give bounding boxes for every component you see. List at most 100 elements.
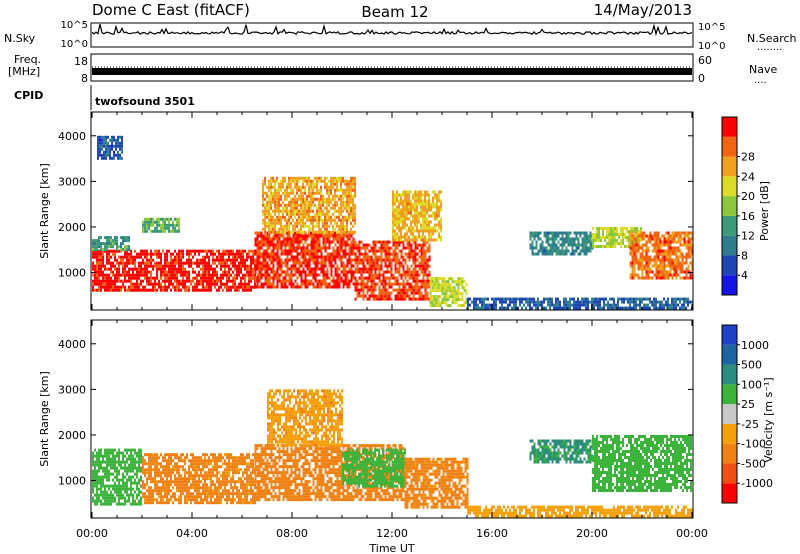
- heatmap-cell: [631, 246, 634, 250]
- heatmap-cell: [626, 227, 628, 230]
- heatmap-cell: [290, 221, 292, 225]
- heatmap-cell: [96, 261, 98, 265]
- heatmap-cell: [266, 194, 268, 198]
- heatmap-cell: [216, 276, 218, 280]
- heatmap-cell: [362, 276, 365, 280]
- heatmap-cell: [144, 226, 146, 230]
- heatmap-cell: [268, 246, 271, 250]
- heatmap-cell: [190, 279, 192, 283]
- heatmap-cell: [362, 294, 365, 298]
- heatmap-cell: [102, 490, 104, 494]
- heatmap-cell: [410, 208, 412, 212]
- heatmap-cell: [302, 191, 304, 195]
- heatmap-cell: [637, 297, 639, 301]
- heatmap-cell: [178, 252, 180, 256]
- heatmap-cell: [202, 261, 204, 265]
- heatmap-cell: [424, 279, 427, 283]
- heatmap-cell: [585, 300, 587, 304]
- heatmap-cell: [635, 273, 638, 277]
- heatmap-cell: [340, 237, 343, 241]
- heatmap-cell: [334, 215, 336, 219]
- heatmap-cell: [493, 300, 495, 304]
- heatmap-cell: [298, 258, 301, 262]
- heatmap-cell: [378, 297, 381, 301]
- heatmap-cell: [304, 279, 307, 283]
- heatmap-cell: [614, 245, 616, 248]
- heatmap-cell: [527, 303, 529, 307]
- heatmap-cell: [105, 135, 107, 139]
- heatmap-cell: [280, 185, 282, 189]
- heatmap-cell: [412, 202, 414, 206]
- heatmap-cell: [312, 249, 315, 253]
- heatmap-cell: [434, 190, 436, 194]
- heatmap-cell: [268, 267, 271, 271]
- heatmap-cell: [679, 249, 682, 253]
- heatmap-cell: [641, 273, 644, 277]
- heatmap-cell: [422, 226, 424, 230]
- heatmap-cell: [288, 191, 290, 195]
- heatmap-cell: [629, 297, 631, 301]
- heatmap-cell: [308, 203, 310, 207]
- heatmap-cell: [130, 282, 132, 286]
- heatmap-cell: [416, 193, 418, 197]
- heatmap-cell: [433, 280, 436, 284]
- heatmap-cell: [659, 249, 662, 253]
- heatmap-cell: [400, 217, 402, 221]
- heatmap-cell: [681, 264, 684, 268]
- heatmap-cell: [316, 240, 319, 244]
- heatmap-cell: [214, 261, 216, 265]
- heatmap-cell: [284, 264, 287, 268]
- heatmap-cell: [449, 292, 452, 296]
- heatmap-cell: [438, 235, 440, 239]
- heatmap-cell: [294, 279, 297, 283]
- heatmap-cell: [577, 252, 580, 256]
- heatmap-cell: [174, 267, 176, 271]
- heatmap-cell: [685, 300, 687, 304]
- heatmap-cell: [414, 196, 416, 200]
- heatmap-cell: [499, 300, 501, 304]
- heatmap-cell: [404, 297, 407, 301]
- heatmap-cell: [621, 297, 623, 301]
- heatmap-cell: [400, 249, 403, 253]
- heatmap-cell: [429, 301, 432, 305]
- heatmap-cell: [232, 258, 234, 262]
- heatmap-cell: [426, 220, 428, 224]
- heatmap-cell: [266, 212, 268, 216]
- heatmap-cell: [314, 182, 316, 186]
- heatmap-cell: [332, 194, 334, 198]
- heatmap-cell: [422, 205, 424, 209]
- heatmap-cell: [374, 252, 377, 256]
- heatmap-cell: [274, 191, 276, 195]
- heatmap-cell: [262, 185, 264, 189]
- heatmap-cell: [268, 224, 270, 228]
- heatmap-cell: [312, 270, 315, 274]
- heatmap-cell: [308, 282, 311, 286]
- heatmap-cell: [346, 273, 349, 277]
- heatmap-cell: [302, 279, 305, 283]
- heatmap-cell: [144, 249, 146, 253]
- heatmap-cell: [198, 279, 200, 283]
- heatmap-cell: [196, 273, 198, 277]
- heatmap-cell: [108, 236, 110, 240]
- heatmap-cell: [392, 193, 394, 197]
- heatmap-cell: [254, 258, 257, 262]
- heatmap-cell: [364, 294, 367, 298]
- heatmap-cell: [631, 255, 634, 259]
- heatmap-cell: [92, 282, 94, 286]
- heatmap-cell: [99, 153, 101, 157]
- heatmap-cell: [264, 224, 266, 228]
- heatmap-cell: [312, 240, 315, 244]
- heatmap-cell: [238, 261, 240, 265]
- heatmap-cell: [292, 249, 295, 253]
- heatmap-cell: [326, 224, 328, 228]
- heatmap-cell: [414, 252, 417, 256]
- heatmap-cell: [418, 229, 420, 233]
- heatmap-cell: [336, 209, 338, 213]
- heatmap-cell: [629, 261, 632, 265]
- heatmap-cell: [388, 249, 391, 253]
- heatmap-cell: [551, 252, 554, 256]
- heatmap-cell: [228, 273, 230, 277]
- heatmap-cell: [118, 255, 120, 259]
- heatmap-cell: [302, 185, 304, 189]
- heatmap-cell: [264, 270, 267, 274]
